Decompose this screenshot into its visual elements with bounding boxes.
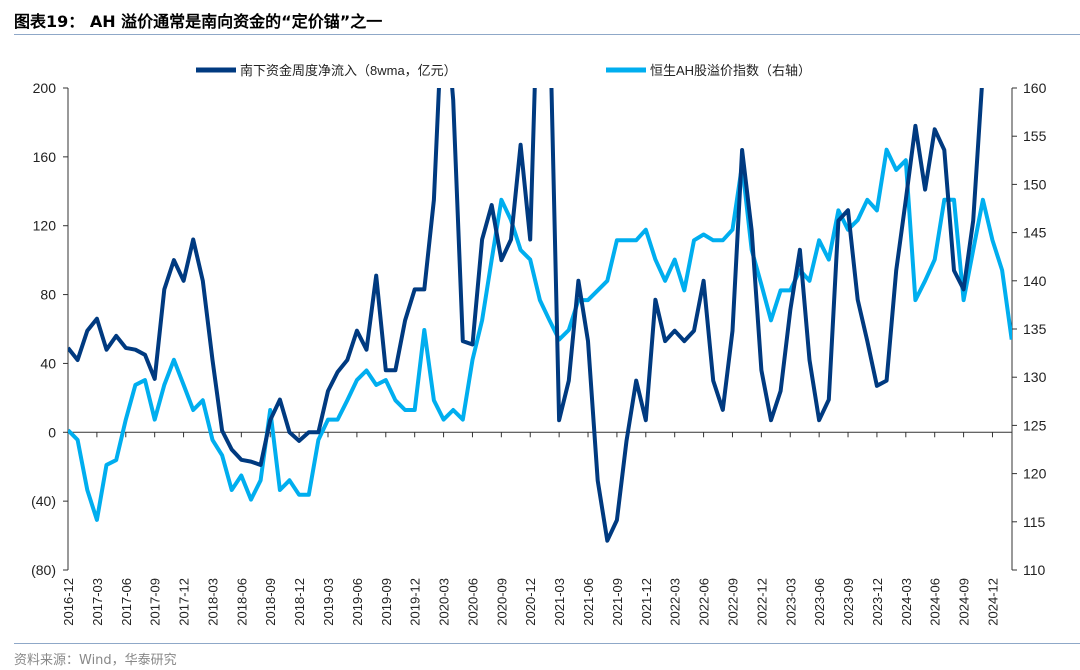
x-tick-label: 2022-06 bbox=[697, 578, 712, 626]
right-tick-label: 135 bbox=[1023, 321, 1047, 337]
x-tick-label: 2023-03 bbox=[783, 578, 798, 626]
x-tick-label: 2017-06 bbox=[119, 578, 134, 626]
right-tick-label: 155 bbox=[1023, 128, 1047, 144]
x-tick-label: 2024-06 bbox=[928, 578, 943, 626]
x-tick-label: 2020-12 bbox=[523, 578, 538, 626]
x-tick-label: 2016-12 bbox=[61, 578, 76, 626]
x-tick-label: 2018-06 bbox=[234, 578, 249, 626]
x-tick-label: 2024-12 bbox=[985, 578, 1000, 626]
x-tick-label: 2021-06 bbox=[581, 578, 596, 626]
x-tick-label: 2019-09 bbox=[379, 578, 394, 626]
left-tick-label: 80 bbox=[40, 287, 56, 303]
x-tick-label: 2021-09 bbox=[610, 578, 625, 626]
x-tick-label: 2019-06 bbox=[350, 578, 365, 626]
left-tick-label: 160 bbox=[33, 149, 57, 165]
right-tick-label: 130 bbox=[1023, 369, 1047, 385]
x-tick-label: 2017-09 bbox=[148, 578, 163, 626]
right-tick-label: 140 bbox=[1023, 273, 1047, 289]
x-tick-label: 2020-06 bbox=[465, 578, 480, 626]
x-tick-label: 2024-03 bbox=[899, 578, 914, 626]
x-tick-label: 2021-03 bbox=[552, 578, 567, 626]
x-tick-label: 2018-12 bbox=[292, 578, 307, 626]
left-tick-label: 120 bbox=[33, 218, 57, 234]
right-tick-label: 120 bbox=[1023, 466, 1047, 482]
x-tick-label: 2023-09 bbox=[841, 578, 856, 626]
x-tick-label: 2018-03 bbox=[205, 578, 220, 626]
chart: 200 160 120 80 40 0 (40) (80) 160 155 150 145 140 135… bbox=[31, 63, 1047, 626]
x-tick-label: 2022-12 bbox=[754, 578, 769, 626]
right-tick-label: 115 bbox=[1023, 514, 1046, 530]
x-tick-label: 2022-03 bbox=[668, 578, 683, 626]
left-tick-label: (40) bbox=[31, 493, 56, 509]
right-tick-label: 145 bbox=[1023, 225, 1047, 241]
left-tick-label: 40 bbox=[40, 355, 56, 371]
series-line-southbound bbox=[68, 88, 984, 543]
x-tick-label: 2024-09 bbox=[957, 578, 972, 626]
x-tick-label: 2019-12 bbox=[408, 578, 423, 626]
left-tick-label: 200 bbox=[33, 80, 57, 96]
x-tick-label: 2019-03 bbox=[321, 578, 336, 626]
left-tick-label: (80) bbox=[31, 562, 56, 578]
x-tick-label: 2023-12 bbox=[870, 578, 885, 626]
figure-title: 图表19： AH 溢价通常是南向资金的“定价锚”之一 bbox=[14, 12, 383, 31]
right-tick-label: 160 bbox=[1023, 80, 1047, 96]
x-tick-label: 2021-12 bbox=[639, 578, 654, 626]
right-tick-label: 125 bbox=[1023, 417, 1047, 433]
legend-label-southbound: 南下资金周度净流入（8wma，亿元） bbox=[240, 63, 457, 78]
x-tick-label: 2020-03 bbox=[437, 578, 452, 626]
x-tick-label: 2017-12 bbox=[177, 578, 192, 626]
x-tick-label: 2022-09 bbox=[725, 578, 740, 626]
left-tick-label: 0 bbox=[48, 424, 56, 440]
legend: 南下资金周度净流入（8wma，亿元） 恒生AH股溢价指数（右轴） bbox=[196, 63, 811, 78]
series-line-ah-index bbox=[68, 147, 1012, 522]
title-divider bbox=[14, 34, 1080, 35]
x-tick-label: 2017-03 bbox=[90, 578, 105, 626]
footer-divider bbox=[14, 643, 1080, 644]
x-tick-label: 2023-06 bbox=[812, 578, 827, 626]
x-tick-label: 2020-09 bbox=[494, 578, 509, 626]
source-note: 资料来源：Wind，华泰研究 bbox=[14, 653, 177, 668]
x-tick-label: 2018-09 bbox=[263, 578, 278, 626]
legend-label-ah-index: 恒生AH股溢价指数（右轴） bbox=[650, 63, 811, 78]
right-tick-label: 150 bbox=[1023, 176, 1047, 192]
right-tick-label: 110 bbox=[1023, 562, 1046, 578]
